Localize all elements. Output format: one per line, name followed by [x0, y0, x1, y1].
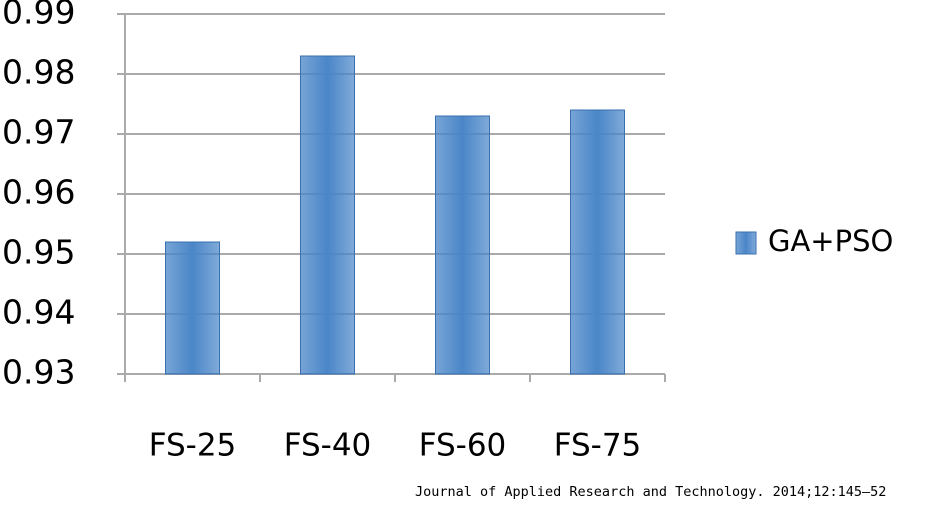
bar	[570, 109, 625, 375]
y-tick-label: 0.98	[2, 53, 75, 92]
y-tick-label: 0.95	[2, 233, 75, 272]
bar	[165, 241, 220, 375]
source-note: Journal of Applied Research and Technolo…	[415, 484, 886, 500]
legend-swatch	[735, 231, 757, 255]
y-tick-label: 0.99	[2, 0, 75, 32]
y-tick-label: 0.93	[2, 353, 75, 392]
x-tick-label: FS-25	[149, 428, 237, 464]
y-tick-label: 0.96	[2, 173, 75, 212]
y-tick-label: 0.94	[2, 293, 75, 332]
x-tick-label: FS-40	[284, 428, 372, 464]
bar	[300, 55, 355, 375]
x-tick-label: FS-60	[419, 428, 507, 464]
legend-label: GA+PSO	[768, 224, 893, 258]
y-tick-label: 0.97	[2, 113, 75, 152]
x-tick-label: FS-75	[554, 428, 642, 464]
bar	[435, 115, 490, 375]
